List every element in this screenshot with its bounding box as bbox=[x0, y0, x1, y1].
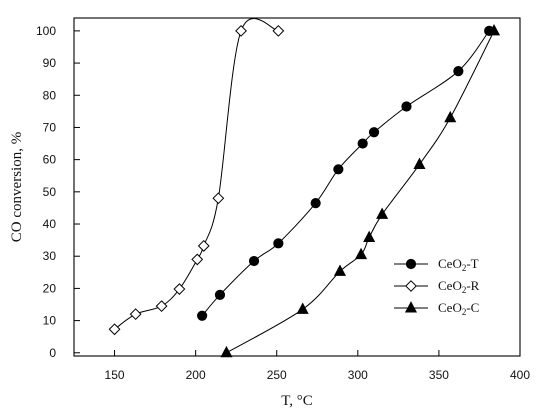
data-point-ceo2-r bbox=[173, 283, 186, 295]
y-tick-label: 90 bbox=[43, 56, 57, 70]
y-tick-label: 40 bbox=[43, 217, 57, 231]
data-point-ceo2-c bbox=[413, 157, 426, 169]
x-tick-label: 350 bbox=[429, 368, 449, 382]
series-ceo2-r bbox=[108, 17, 285, 336]
data-point-ceo2-r bbox=[235, 24, 247, 37]
data-point-ceo2-r bbox=[108, 323, 121, 336]
data-point-ceo2-r bbox=[405, 280, 417, 292]
y-axis-title: CO conversion, % bbox=[9, 132, 25, 242]
data-point-ceo2-r bbox=[129, 308, 142, 321]
data-point-ceo2-t bbox=[273, 238, 284, 249]
series-layer bbox=[108, 17, 501, 358]
data-point-ceo2-c bbox=[404, 301, 418, 313]
series-line-ceo2-r bbox=[114, 17, 279, 330]
y-tick-label: 70 bbox=[43, 120, 57, 134]
data-point-ceo2-c bbox=[220, 345, 233, 358]
data-point-ceo2-t bbox=[453, 66, 464, 77]
data-point-ceo2-c bbox=[444, 110, 457, 123]
x-tick-label: 150 bbox=[105, 368, 125, 382]
legend-label-ceo2-t: CeO2-T bbox=[438, 256, 479, 273]
y-axis: 0 10 20 30 40 50 60 70 80 90 100 bbox=[36, 24, 80, 360]
x-tick-label: 250 bbox=[267, 368, 287, 382]
y-tick-label: 20 bbox=[43, 281, 57, 295]
y-tick-label: 60 bbox=[43, 153, 57, 167]
y-tick-label: 100 bbox=[36, 24, 56, 38]
data-point-ceo2-t bbox=[310, 197, 321, 209]
data-point-ceo2-t bbox=[248, 255, 260, 267]
series-ceo2-t bbox=[197, 25, 495, 321]
data-point-ceo2-r bbox=[212, 192, 225, 205]
y-tick-label: 50 bbox=[43, 185, 57, 199]
data-point-ceo2-t bbox=[368, 127, 380, 138]
data-point-ceo2-c bbox=[376, 207, 389, 219]
legend: CeO2-T CeO2-R CeO2-C bbox=[394, 256, 480, 317]
data-point-ceo2-t bbox=[405, 258, 417, 270]
y-tick-label: 10 bbox=[43, 314, 57, 328]
y-tick-label: 0 bbox=[49, 346, 56, 360]
data-point-ceo2-r bbox=[191, 253, 204, 266]
data-point-ceo2-c bbox=[296, 302, 309, 314]
data-point-ceo2-c bbox=[333, 264, 347, 276]
data-point-ceo2-t bbox=[214, 289, 226, 300]
x-tick-label: 200 bbox=[186, 368, 206, 382]
data-point-ceo2-t bbox=[333, 164, 344, 175]
x-tick-label: 400 bbox=[510, 368, 530, 382]
plot-area-border bbox=[73, 17, 521, 357]
y-tick-label: 30 bbox=[43, 249, 57, 263]
plot-frame bbox=[73, 17, 521, 357]
data-point-ceo2-c bbox=[488, 24, 501, 36]
data-point-ceo2-c bbox=[355, 247, 368, 260]
data-point-ceo2-r bbox=[155, 300, 168, 313]
x-axis-title: T, °C bbox=[281, 393, 313, 409]
series-ceo2-c bbox=[220, 24, 501, 358]
data-point-ceo2-t bbox=[357, 138, 368, 149]
y-tick-label: 80 bbox=[43, 88, 57, 102]
data-point-ceo2-r bbox=[272, 24, 285, 37]
x-axis: 150 200 250 300 350 400 bbox=[105, 350, 530, 382]
data-point-ceo2-t bbox=[197, 310, 208, 321]
data-point-ceo2-t bbox=[401, 101, 412, 112]
data-point-ceo2-r bbox=[197, 240, 210, 252]
data-point-ceo2-c bbox=[363, 230, 376, 243]
x-tick-label: 300 bbox=[348, 368, 368, 382]
legend-label-ceo2-r: CeO2-R bbox=[438, 278, 480, 295]
legend-label-ceo2-c: CeO2-C bbox=[438, 300, 479, 317]
